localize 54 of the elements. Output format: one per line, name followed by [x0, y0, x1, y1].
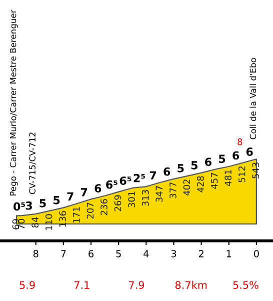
annotation: 6: [205, 158, 212, 166]
data-label: 428: [197, 176, 204, 192]
x-tick-label: 3: [171, 250, 176, 258]
data-label: 402: [183, 180, 190, 196]
text: 7.9: [129, 281, 144, 289]
data-label: 70: [18, 218, 25, 230]
x-tick-label: 4: [144, 250, 149, 258]
annotation: 6: [246, 148, 253, 156]
text: 5.9: [20, 281, 35, 289]
data-label: 481: [224, 170, 232, 186]
x-tick-label: 1: [226, 250, 232, 258]
annotation: 0⁵: [14, 202, 26, 211]
x-tick-label: 2: [198, 250, 204, 258]
x-tick-label: 0: [254, 250, 259, 258]
annotation: 2⁵: [134, 174, 145, 182]
annotation: 5: [54, 196, 60, 204]
annotation: 7: [150, 171, 156, 180]
annotation: CV-715/CV-712: [29, 132, 36, 194]
annotation: 5: [40, 199, 46, 208]
x-tick-label: 5: [116, 250, 121, 258]
annotation: 7: [80, 188, 88, 196]
data-label: 347: [156, 186, 163, 202]
data-label: 301: [128, 192, 135, 208]
x-tick-label: 6: [88, 250, 94, 258]
data-label: 269: [114, 195, 122, 212]
annotation: 8: [238, 138, 242, 146]
annotation: Pego - Carrer Murlo/Carrer Mestre Berenguer: [10, 10, 18, 196]
data-label: 313: [142, 190, 149, 206]
annotation: 6: [164, 167, 170, 176]
x-tick-label: 8: [33, 250, 38, 258]
data-label: 171: [73, 207, 80, 223]
data-label: 207: [86, 202, 94, 219]
annotation: Coll de la Vall d'Ebo: [250, 58, 256, 140]
data-label: 457: [211, 172, 218, 189]
data-label: 136: [59, 211, 66, 227]
annotation: 6: [232, 151, 240, 160]
data-label: 543: [252, 162, 260, 178]
annotation: 5: [178, 164, 184, 172]
text: 8.7km: [175, 280, 207, 289]
annotation: 6: [94, 184, 102, 192]
annotation: 5: [218, 154, 226, 163]
annotation: 5: [191, 161, 198, 170]
data-label: 512: [238, 166, 246, 182]
x-tick-label: 7: [61, 250, 66, 258]
text: 7.1: [74, 281, 90, 289]
text: 5.5%: [233, 281, 258, 289]
annotation: 6⁵: [106, 180, 118, 189]
data-label: 377: [170, 182, 176, 198]
data-label: 236: [100, 199, 108, 216]
data-label: 84: [32, 217, 38, 228]
annotation: 3: [26, 201, 32, 210]
annotation: 7: [67, 192, 74, 200]
annotation: 6⁵: [120, 176, 132, 185]
data-label: 110: [45, 214, 52, 230]
